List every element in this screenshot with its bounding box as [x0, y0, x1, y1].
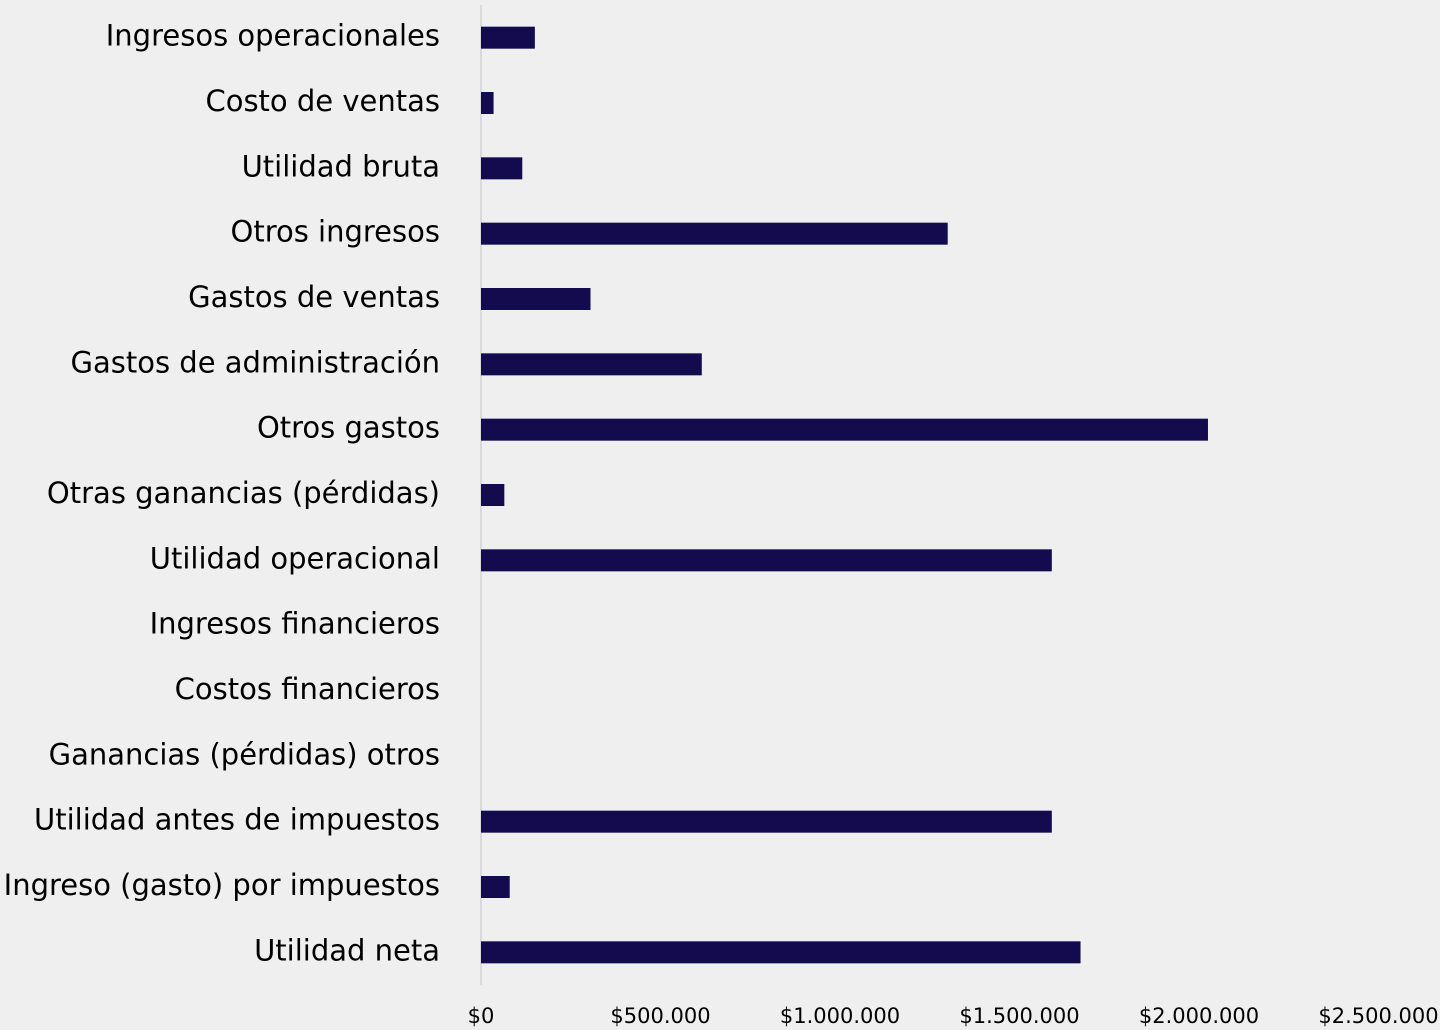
- y-tick-label: Ingresos financieros: [150, 607, 440, 641]
- x-tick-label: $1.500.000: [959, 1004, 1079, 1028]
- bar: [481, 418, 1208, 441]
- bar: [481, 810, 1052, 833]
- x-tick-label: $2.000.000: [1139, 1004, 1259, 1028]
- bar: [481, 157, 523, 180]
- y-tick-label: Ganancias (pérdidas) otros: [49, 737, 440, 771]
- bar: [481, 353, 702, 376]
- x-tick-label: $500.000: [610, 1004, 710, 1028]
- bar: [481, 549, 1052, 572]
- x-tick-label: $2.500.000: [1318, 1004, 1438, 1028]
- bar: [481, 876, 510, 898]
- y-tick-label: Gastos de administración: [71, 345, 440, 379]
- x-tick-label: $0: [468, 1004, 495, 1028]
- y-tick-label: Utilidad operacional: [150, 541, 440, 575]
- y-tick-label: Otros gastos: [257, 411, 440, 445]
- y-tick-label: Gastos de ventas: [188, 280, 440, 314]
- bar: [481, 941, 1081, 964]
- y-tick-label: Ingreso (gasto) por impuestos: [4, 868, 440, 902]
- y-tick-label: Utilidad neta: [254, 933, 440, 967]
- y-tick-label: Costos financieros: [175, 672, 440, 706]
- y-tick-label: Costo de ventas: [205, 84, 440, 118]
- bar: [481, 92, 494, 114]
- y-tick-label: Otras ganancias (pérdidas): [47, 476, 440, 510]
- x-tick-label: $1.000.000: [780, 1004, 900, 1028]
- y-tick-label: Utilidad bruta: [242, 149, 440, 183]
- y-tick-label: Utilidad antes de impuestos: [34, 803, 440, 837]
- bar: [481, 484, 505, 506]
- bar: [481, 288, 591, 310]
- bar: [481, 26, 535, 49]
- y-tick-label: Otros ingresos: [231, 215, 441, 249]
- y-tick-label: Ingresos operacionales: [106, 19, 440, 53]
- bar: [481, 222, 948, 245]
